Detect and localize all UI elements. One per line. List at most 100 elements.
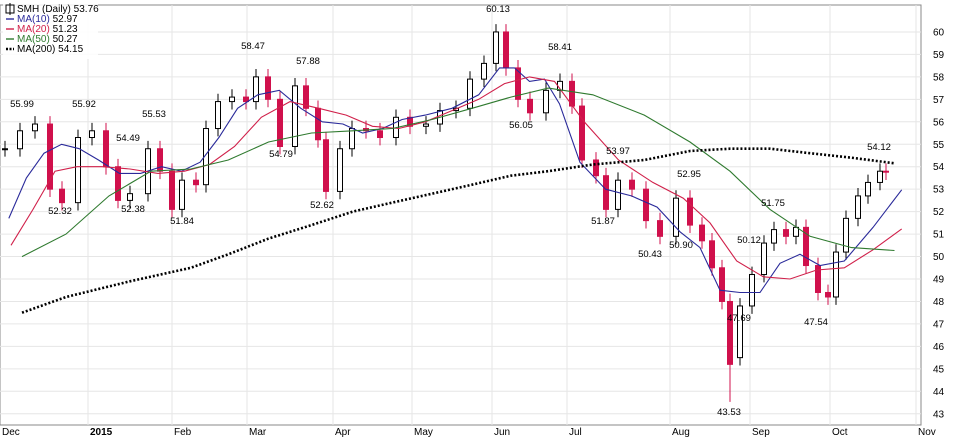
candle-body xyxy=(47,123,53,190)
price-annotations: 55.99 55.92 54.49 55.53 52.32 52.38 51.84 58.47… xyxy=(10,4,891,418)
candle-body xyxy=(59,188,65,204)
candle-body xyxy=(75,137,81,204)
legend-entry: MA(200) 54.15 xyxy=(17,44,84,55)
candle-body xyxy=(749,274,755,307)
x-axis: Dec 2015 Feb Mar Apr May Jun Jul Aug Sep Oct Nov xyxy=(2,427,936,438)
legend-entry: MA(20) 51.23 xyxy=(17,24,78,35)
price-label: 55.53 xyxy=(142,109,166,120)
x-tick-label: May xyxy=(414,427,433,438)
price-label: 47.54 xyxy=(804,317,828,328)
candle-body xyxy=(337,148,343,192)
legend-series-name: MA(20) xyxy=(17,24,50,35)
x-tick-label: Feb xyxy=(174,427,192,438)
legend-entry: MA(50) 50.27 xyxy=(17,34,78,45)
grid xyxy=(0,5,921,425)
y-tick-label: 55 xyxy=(933,140,945,151)
ma-10-line xyxy=(8,67,903,294)
x-tick-label: Nov xyxy=(918,427,936,438)
legend-series-name: MA(50) xyxy=(17,34,50,45)
candle-body xyxy=(687,197,693,226)
candle-body xyxy=(719,267,725,302)
candle-body xyxy=(727,327,733,365)
y-tick-label: 51 xyxy=(933,230,945,241)
y-tick-label: 59 xyxy=(933,50,945,61)
candle-body xyxy=(673,197,679,237)
price-label: 47.69 xyxy=(727,313,751,324)
price-label: 51.75 xyxy=(761,198,785,209)
candle-body xyxy=(103,130,109,168)
price-label: 52.38 xyxy=(121,204,145,215)
price-label: 60.13 xyxy=(486,4,510,15)
y-tick-label: 53 xyxy=(933,185,945,196)
price-label: 52.62 xyxy=(310,200,334,211)
candle-body xyxy=(493,31,499,64)
x-tick-label: Dec xyxy=(2,427,20,438)
legend-background xyxy=(3,3,98,59)
candle-body xyxy=(17,130,23,150)
y-tick-label: 48 xyxy=(933,297,945,308)
moving-averages xyxy=(8,67,903,314)
y-tick-label: 46 xyxy=(933,342,945,353)
candle-body xyxy=(481,62,487,80)
candle-body xyxy=(883,170,889,173)
price-label: 58.47 xyxy=(241,41,265,52)
x-tick-label: Apr xyxy=(335,427,351,438)
candle-body xyxy=(877,170,883,183)
candle-body xyxy=(615,179,621,210)
legend-series-name: MA(10) xyxy=(17,14,50,25)
candle-body xyxy=(179,179,185,210)
price-label: 52.95 xyxy=(677,169,701,180)
candle-body xyxy=(843,217,849,253)
candle-body xyxy=(229,96,235,103)
price-label: 55.99 xyxy=(10,99,34,110)
candle-body xyxy=(855,195,861,219)
candle-body xyxy=(243,96,249,103)
candle-body xyxy=(629,179,635,190)
y-tick-label: 54 xyxy=(933,162,945,173)
ma-20-line xyxy=(10,76,903,280)
legend-series-value: 52.97 xyxy=(50,14,78,25)
candle-body xyxy=(579,105,585,161)
plot-area xyxy=(0,4,922,426)
ma-50-line xyxy=(21,87,895,258)
candle-body xyxy=(292,85,298,147)
x-tick-label: Jun xyxy=(494,427,510,438)
candle-body xyxy=(203,128,209,186)
candle-body xyxy=(2,148,8,151)
candle-body xyxy=(603,175,609,210)
price-label: 53.97 xyxy=(606,146,630,157)
legend-series-value: 54.15 xyxy=(55,44,83,55)
candle-body xyxy=(215,101,221,130)
price-label: 57.88 xyxy=(296,56,320,67)
candle-body xyxy=(593,159,599,177)
candle-body xyxy=(737,305,743,359)
candle-body xyxy=(377,130,383,139)
x-tick-label: Sep xyxy=(752,427,770,438)
candle-body xyxy=(527,98,533,114)
price-label: 54.79 xyxy=(269,149,293,160)
price-label: 50.43 xyxy=(638,249,662,260)
price-label: 58.41 xyxy=(548,42,572,53)
candle-body xyxy=(833,251,839,298)
candle-body xyxy=(865,181,871,197)
candle-body xyxy=(771,229,777,244)
candle-body xyxy=(169,170,175,210)
candle-body xyxy=(783,229,789,237)
legend-series-value: 50.27 xyxy=(50,34,78,45)
price-label: 54.12 xyxy=(867,142,891,153)
y-tick-label: 43 xyxy=(933,409,945,420)
price-label: 51.87 xyxy=(591,216,615,227)
legend-entry: SMH (Daily) 53.76 xyxy=(17,4,99,15)
legend-series-value: 51.23 xyxy=(50,24,78,35)
price-label: 54.49 xyxy=(116,133,140,144)
price-label: 56.05 xyxy=(509,120,533,131)
x-tick-label: Oct xyxy=(832,427,848,438)
y-tick-label: 49 xyxy=(933,275,945,286)
price-label: 51.84 xyxy=(170,216,194,227)
candle-body xyxy=(699,224,705,242)
candle-body xyxy=(349,128,355,150)
ma-200-line xyxy=(21,147,895,314)
x-tick-label: Mar xyxy=(249,427,267,438)
candle-body xyxy=(303,85,309,109)
